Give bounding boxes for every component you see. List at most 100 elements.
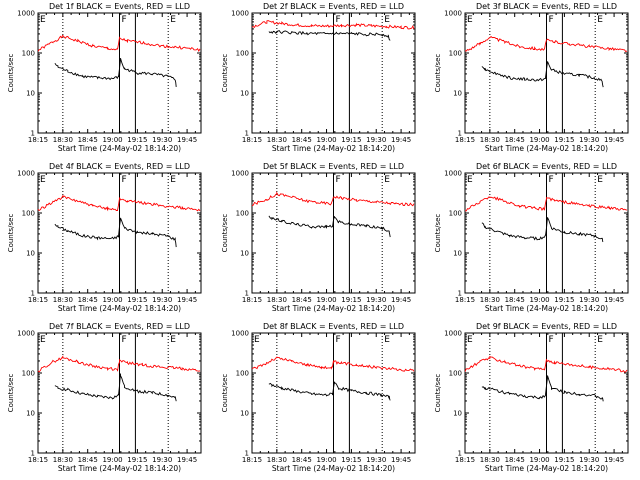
- y-tick-label: 1000: [231, 10, 249, 18]
- x-tick-label: 18:45: [505, 296, 525, 304]
- y-tick-label: 100: [22, 370, 35, 378]
- y-tick-label: 100: [236, 370, 249, 378]
- time-marker-label: F: [122, 175, 127, 185]
- panel-det-1: Det 1f BLACK = Events, RED = LLD 1 10 100 10…: [7, 2, 202, 153]
- x-tick-label: 19:30: [579, 136, 599, 144]
- time-marker-label: E: [384, 175, 390, 185]
- time-marker-label: E: [170, 335, 176, 345]
- y-tick-label: 1: [458, 450, 462, 458]
- panel-title: Det 8f BLACK = Events, RED = LLD: [263, 322, 404, 331]
- panel-det-8: Det 8f BLACK = Events, RED = LLD 1 10 100 10…: [221, 322, 416, 473]
- y-tick-label: 10: [240, 410, 249, 418]
- series-red: [37, 355, 201, 373]
- y-tick-label: 1000: [444, 330, 462, 338]
- x-tick-label: 18:15: [455, 296, 475, 304]
- time-marker-label: F: [336, 15, 341, 25]
- x-tick-label: 19:00: [529, 296, 549, 304]
- time-marker-label: F: [336, 175, 341, 185]
- series-red: [37, 194, 201, 212]
- y-tick-label: 10: [240, 90, 249, 98]
- x-tick-label: 18:45: [78, 296, 98, 304]
- x-tick-label: 18:30: [267, 456, 287, 464]
- x-tick-label: 19:45: [177, 456, 197, 464]
- corner-label: E: [467, 15, 473, 25]
- time-marker-label: F: [122, 335, 127, 345]
- series-black: [54, 373, 177, 402]
- time-marker-label: F: [549, 335, 554, 345]
- x-tick-label: 19:45: [177, 136, 197, 144]
- x-tick-label: 18:45: [505, 136, 525, 144]
- y-axis-label: Counts/sec: [221, 214, 229, 253]
- time-marker-label: F: [122, 15, 127, 25]
- y-tick-label: 1: [245, 450, 249, 458]
- panel-title: Det 5f BLACK = Events, RED = LLD: [263, 162, 404, 171]
- y-tick-label: 10: [26, 250, 35, 258]
- y-tick-label: 100: [449, 210, 462, 218]
- x-tick-label: 19:15: [341, 136, 361, 144]
- series-red: [464, 355, 628, 373]
- y-tick-label: 100: [236, 210, 249, 218]
- y-axis-label: Counts/sec: [434, 54, 442, 93]
- x-tick-label: 19:30: [366, 136, 386, 144]
- x-tick-label: 18:30: [53, 456, 73, 464]
- x-tick-label: 18:15: [28, 456, 48, 464]
- corner-label: E: [40, 335, 46, 345]
- x-tick-label: 19:00: [316, 136, 336, 144]
- time-marker-label: F: [549, 175, 554, 185]
- x-tick-label: 18:30: [53, 136, 73, 144]
- x-tick-label: 19:45: [391, 456, 411, 464]
- x-tick-label: 18:15: [242, 136, 262, 144]
- y-axis-label: Counts/sec: [221, 54, 229, 93]
- time-marker-label: E: [597, 175, 603, 185]
- panel-title: Det 1f BLACK = Events, RED = LLD: [49, 2, 190, 11]
- panel-det-7: Det 7f BLACK = Events, RED = LLD 1 10 100 10…: [7, 322, 202, 473]
- y-tick-label: 100: [449, 50, 462, 58]
- series-black: [481, 375, 604, 402]
- x-tick-label: 19:30: [579, 456, 599, 464]
- x-tick-label: 19:15: [127, 456, 147, 464]
- series-red: [37, 34, 201, 52]
- series-red: [251, 356, 415, 372]
- x-tick-label: 19:15: [341, 296, 361, 304]
- x-tick-label: 19:15: [554, 136, 574, 144]
- x-tick-label: 19:45: [604, 456, 624, 464]
- y-tick-label: 1000: [444, 10, 462, 18]
- x-tick-label: 18:45: [505, 456, 525, 464]
- x-tick-label: 19:30: [152, 456, 172, 464]
- x-tick-label: 18:15: [242, 456, 262, 464]
- x-tick-label: 18:15: [455, 456, 475, 464]
- y-axis-label: Counts/sec: [221, 374, 229, 413]
- panel-det-3: Det 3f BLACK = Events, RED = LLD 1 10 100 10…: [434, 2, 629, 153]
- panel-title: Det 4f BLACK = Events, RED = LLD: [49, 162, 190, 171]
- x-tick-label: 18:15: [242, 296, 262, 304]
- series-red: [251, 20, 415, 30]
- panel-det-9: Det 9f BLACK = Events, RED = LLD 1 10 100 10…: [434, 322, 629, 473]
- x-tick-label: 19:00: [102, 296, 122, 304]
- y-tick-label: 1: [245, 290, 249, 298]
- x-tick-label: 18:45: [292, 456, 312, 464]
- panel-title: Det 9f BLACK = Events, RED = LLD: [476, 322, 617, 331]
- y-tick-label: 10: [453, 90, 462, 98]
- x-tick-label: 18:45: [292, 136, 312, 144]
- y-tick-label: 1000: [17, 330, 35, 338]
- y-tick-label: 1000: [17, 170, 35, 178]
- y-tick-label: 100: [22, 50, 35, 58]
- x-tick-label: 19:15: [554, 456, 574, 464]
- y-tick-label: 1000: [231, 170, 249, 178]
- corner-label: E: [40, 175, 46, 185]
- x-axis-label: Start Time (24-May-02 18:14:20): [272, 304, 395, 313]
- x-axis-label: Start Time (24-May-02 18:14:20): [272, 144, 395, 153]
- time-marker-label: E: [170, 175, 176, 185]
- x-tick-label: 19:30: [366, 456, 386, 464]
- x-tick-label: 18:30: [480, 456, 500, 464]
- panel-title: Det 3f BLACK = Events, RED = LLD: [476, 2, 617, 11]
- x-tick-label: 19:15: [127, 296, 147, 304]
- x-tick-label: 19:45: [177, 296, 197, 304]
- series-black: [481, 217, 604, 243]
- corner-label: E: [40, 15, 46, 25]
- y-tick-label: 1000: [17, 10, 35, 18]
- y-tick-label: 1000: [231, 330, 249, 338]
- y-tick-label: 1000: [444, 170, 462, 178]
- x-tick-label: 19:00: [316, 296, 336, 304]
